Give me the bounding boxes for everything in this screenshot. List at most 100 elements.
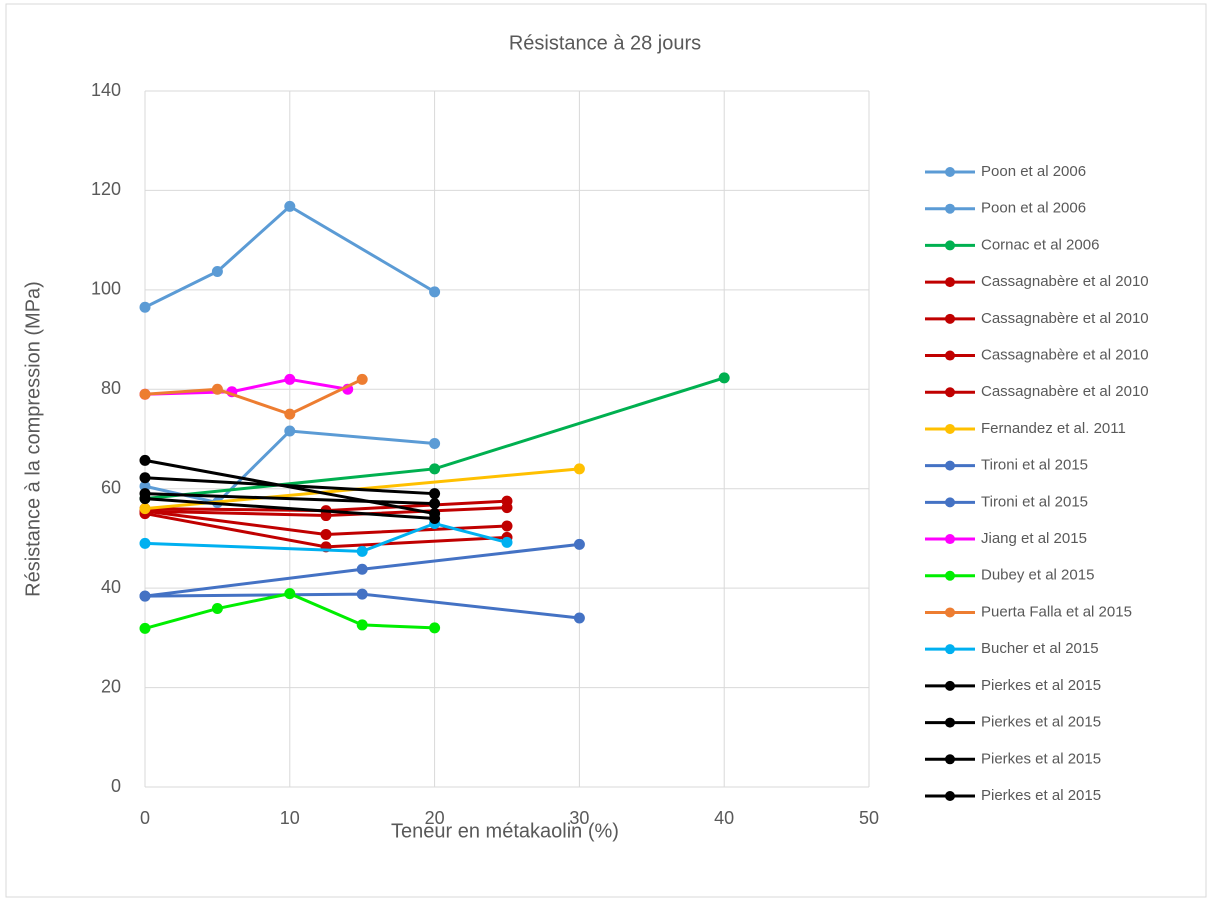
data-point [211,603,223,615]
legend-label: Dubey et al 2015 [981,567,1094,584]
data-point [429,437,441,449]
legend-marker [945,644,955,655]
legend-marker [945,680,955,691]
y-tick-label: 100 [91,279,121,299]
data-point [284,425,296,437]
legend-marker [945,423,955,434]
data-point [501,536,513,548]
x-tick-label: 50 [859,808,879,828]
data-point [501,520,513,532]
data-point [139,493,151,505]
data-point [320,510,332,522]
legend-label: Cassagnabère et al 2010 [981,273,1149,290]
legend-marker [945,387,955,398]
y-tick-label: 140 [91,80,121,100]
y-tick-label: 80 [101,378,121,398]
data-point [139,503,151,515]
legend-marker [945,570,955,581]
data-point [320,528,332,540]
data-point [429,513,441,525]
series-line [144,497,435,521]
y-tick-label: 40 [101,577,121,597]
legend-marker [945,791,955,801]
data-point [429,463,441,475]
data-point [356,588,368,600]
legend-label: Poon et al 2006 [981,200,1086,217]
data-point [139,622,151,634]
chart-title: Résistance à 28 jours [509,32,701,54]
legend-marker [945,497,955,508]
legend-label: Pierkes et al 2015 [981,787,1101,804]
data-point [573,538,585,550]
legend-marker [945,350,955,361]
legend-label: Cassagnabère et al 2010 [981,310,1149,327]
series-line [144,492,435,506]
data-point [211,383,223,395]
legend-marker [945,240,955,251]
x-axis-label: Teneur en métakaolin (%) [391,820,619,842]
series-line [144,521,508,553]
x-tick-label: 40 [714,808,734,828]
legend-label: Poon et al 2006 [981,163,1086,180]
data-point [429,488,441,500]
legend-marker [945,717,955,728]
chart-border [5,3,1207,898]
data-point [573,463,585,475]
y-tick-label: 60 [101,477,121,497]
legend-marker [945,460,955,471]
legend-marker [945,534,955,545]
data-point [139,472,151,484]
data-point [356,373,368,385]
data-point [139,537,151,549]
data-point [573,612,585,624]
legend-label: Cornac et al 2006 [981,236,1099,253]
series-line [144,204,436,309]
x-tick-label: 0 [140,808,150,828]
data-point [356,563,368,575]
legend-label: Cassagnabère et al 2010 [981,346,1149,363]
data-point [356,545,368,557]
series-line [144,377,363,416]
legend-label: Cassagnabère et al 2010 [981,383,1149,400]
legend-marker [945,607,955,618]
legend-label: Pierkes et al 2015 [981,714,1101,731]
y-tick-label: 120 [91,179,121,199]
data-point [139,590,151,602]
x-tick-label: 10 [280,808,300,828]
data-point [211,265,223,277]
legend-label: Tironi et al 2015 [981,493,1088,510]
data-point [139,301,151,313]
legend-marker [945,277,955,288]
y-tick-label: 0 [111,776,121,796]
data-point [284,408,296,420]
legend-label: Pierkes et al 2015 [981,750,1101,767]
y-axis-label: Résistance à la compression (MPa) [22,281,44,597]
legend-label: Bucher et al 2015 [981,640,1099,657]
legend-label: Jiang et al 2015 [981,530,1087,547]
series-line [144,476,435,496]
x-tick-label: 20 [425,808,445,828]
legend-marker [945,313,955,324]
legend-marker [945,203,955,214]
legend-marker [945,754,955,765]
data-point [139,388,151,400]
series-line [144,377,348,396]
data-point [356,619,368,631]
legend-label: Tironi et al 2015 [981,457,1088,474]
data-point [284,588,296,600]
data-point [718,372,730,384]
data-point [284,200,296,212]
data-point [501,502,513,514]
data-point [429,622,441,634]
legend-label: Puerta Falla et al 2015 [981,603,1132,620]
data-point [429,498,441,510]
x-tick-label: 30 [569,808,589,828]
data-point [139,454,151,466]
legend-label: Fernandez et al. 2011 [981,420,1126,437]
data-point [284,373,296,385]
legend-label: Pierkes et al 2015 [981,677,1101,694]
legend-marker [945,167,955,177]
data-point [429,286,441,298]
y-tick-label: 20 [101,676,121,696]
